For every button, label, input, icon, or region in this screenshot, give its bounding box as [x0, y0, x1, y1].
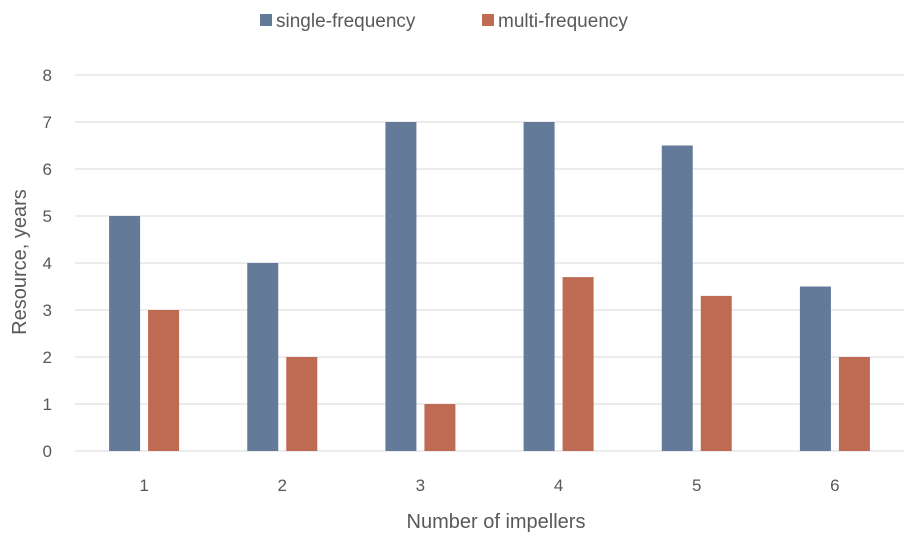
x-tick-labels: 1 2 3 4 5 6 — [139, 476, 839, 495]
gridlines — [75, 74, 904, 452]
bar-multi-frequency-2 — [286, 357, 318, 451]
x-tick-label: 2 — [278, 476, 287, 495]
x-axis-title: Number of impellers — [407, 511, 586, 533]
y-tick-label: 2 — [43, 348, 52, 367]
legend-label-multi-frequency: multi-frequency — [498, 11, 628, 32]
x-tick-label: 5 — [692, 476, 701, 495]
y-tick-label: 6 — [43, 160, 52, 179]
y-tick-labels: 0 1 2 3 4 5 6 7 8 — [43, 66, 52, 461]
legend-swatch-multi-frequency — [482, 14, 494, 26]
x-tick-label: 1 — [139, 476, 148, 495]
bars — [109, 122, 870, 451]
bar-multi-frequency-5 — [700, 295, 732, 451]
y-tick-label: 7 — [43, 113, 52, 132]
y-axis-title: Resource, years — [9, 189, 31, 335]
legend-label-single-frequency: single-frequency — [276, 11, 416, 32]
x-tick-label: 4 — [554, 476, 563, 495]
legend-swatch-single-frequency — [260, 14, 272, 26]
bar-multi-frequency-6 — [838, 357, 870, 451]
y-tick-label: 0 — [43, 442, 52, 461]
bar-single-frequency-6 — [799, 286, 831, 451]
bar-single-frequency-2 — [247, 263, 279, 451]
y-tick-label: 1 — [43, 395, 52, 414]
y-tick-label: 3 — [43, 301, 52, 320]
x-tick-label: 3 — [416, 476, 425, 495]
bar-single-frequency-1 — [109, 216, 141, 451]
y-tick-label: 4 — [43, 254, 52, 273]
bar-single-frequency-4 — [523, 122, 555, 451]
bar-multi-frequency-4 — [562, 277, 594, 451]
bar-multi-frequency-1 — [148, 310, 180, 451]
bar-single-frequency-5 — [661, 145, 693, 451]
legend: single-frequency multi-frequency — [260, 11, 628, 32]
y-tick-label: 5 — [43, 207, 52, 226]
bar-multi-frequency-3 — [424, 404, 456, 451]
y-tick-label: 8 — [43, 66, 52, 85]
x-tick-label: 6 — [830, 476, 839, 495]
bar-single-frequency-3 — [385, 122, 417, 451]
